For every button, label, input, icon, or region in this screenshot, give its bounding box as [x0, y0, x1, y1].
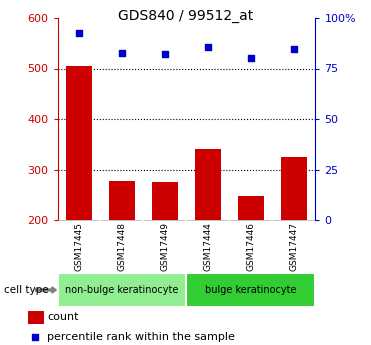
Point	[205, 45, 211, 50]
Text: GSM17448: GSM17448	[118, 222, 127, 271]
Bar	[281, 157, 307, 220]
Bar	[152, 182, 178, 220]
Text: non-bulge keratinocyte: non-bulge keratinocyte	[65, 285, 179, 295]
Bar	[58, 273, 187, 307]
Text: GSM17445: GSM17445	[75, 222, 83, 271]
Text: count: count	[47, 313, 79, 323]
Text: bulge keratinocyte: bulge keratinocyte	[205, 285, 297, 295]
Bar	[29, 311, 44, 324]
Bar	[109, 181, 135, 220]
Text: GSM17446: GSM17446	[246, 222, 255, 271]
Bar	[66, 66, 92, 220]
Bar	[187, 273, 315, 307]
Point	[291, 47, 297, 52]
Point	[248, 56, 254, 61]
Point	[162, 52, 168, 57]
Text: GDS840 / 99512_at: GDS840 / 99512_at	[118, 9, 253, 23]
Bar	[238, 196, 264, 220]
Text: GSM17444: GSM17444	[203, 222, 213, 271]
Point	[32, 334, 38, 339]
Text: GSM17447: GSM17447	[289, 222, 298, 271]
Point	[119, 51, 125, 56]
Text: cell type: cell type	[4, 285, 48, 295]
Text: percentile rank within the sample: percentile rank within the sample	[47, 332, 235, 342]
Text: GSM17449: GSM17449	[160, 222, 170, 271]
Bar	[195, 149, 221, 220]
Point	[76, 30, 82, 36]
